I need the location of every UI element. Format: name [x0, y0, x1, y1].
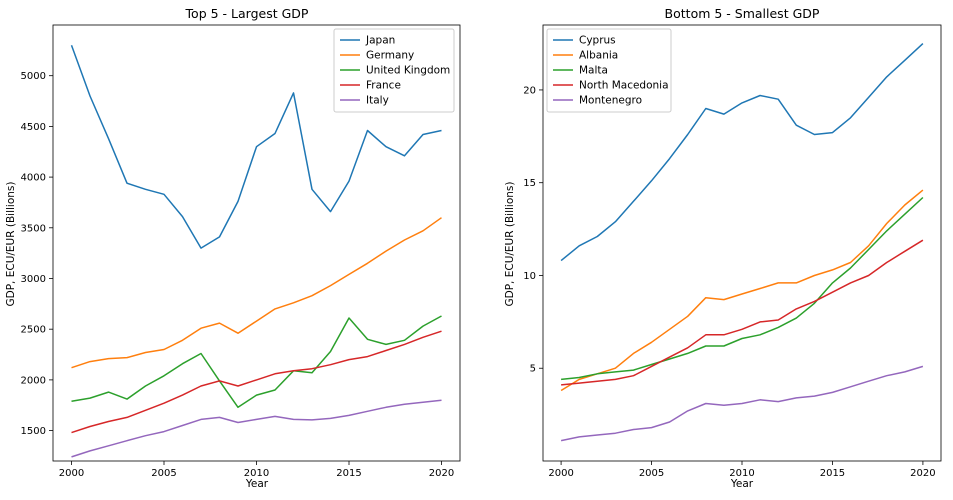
y-tick-label: 15	[523, 178, 536, 189]
x-axis-label: Year	[730, 478, 754, 490]
legend-label: Albania	[579, 50, 618, 62]
x-tick-label: 2005	[151, 468, 176, 479]
x-tick-label: 2005	[639, 468, 664, 479]
y-tick-label: 10	[523, 271, 536, 282]
legend-label: Malta	[579, 65, 608, 77]
chart-title: Bottom 5 - Smallest GDP	[665, 6, 820, 21]
y-tick-label: 3500	[21, 223, 46, 234]
series-line-france	[71, 330, 442, 434]
legend-box	[546, 28, 672, 113]
series-line-united-kingdom	[71, 315, 442, 409]
y-axis-label: GDP, ECU/EUR (Billions)	[5, 182, 17, 307]
x-axis-label: Year	[245, 478, 269, 490]
x-tick-label: 2000	[548, 468, 573, 479]
chart-panel-largest-gdp: Top 5 - Largest GDP Year GDP, ECU/EUR (B…	[5, 6, 461, 490]
series-line-albania	[560, 189, 924, 392]
series-line-cyprus	[560, 43, 924, 262]
legend-label: Japan	[365, 35, 395, 47]
series-line-italy	[71, 399, 442, 458]
legend-label: Cyprus	[579, 35, 616, 47]
series-line-germany	[71, 217, 442, 369]
legend: Japan Germany United Kingdom France Italy	[333, 28, 455, 113]
legend-label: North Macedonia	[579, 80, 669, 92]
y-tick-label: 4500	[21, 122, 46, 133]
y-tick-label: 3000	[21, 274, 46, 285]
legend-label: Montenegro	[579, 95, 642, 107]
legend: Cyprus Albania Malta North Macedonia Montene…	[546, 28, 672, 113]
chart-title: Top 5 - Largest GDP	[185, 6, 309, 21]
legend-label: Germany	[366, 50, 414, 62]
x-tick-label: 2010	[244, 468, 269, 479]
series-line-japan	[70, 45, 442, 249]
y-tick-label: 5000	[21, 71, 46, 82]
y-tick-label: 2000	[21, 375, 46, 386]
y-tick-label: 5	[530, 364, 536, 375]
y-tick-label: 2500	[21, 325, 46, 336]
y-tick-label: 20	[523, 85, 536, 96]
series-line-north-macedonia	[561, 239, 924, 386]
chart-panel-smallest-gdp: Bottom 5 - Smallest GDP Year GDP, ECU/EU…	[504, 6, 942, 490]
series-line-montenegro	[560, 365, 924, 442]
series-line-malta	[561, 196, 924, 381]
x-tick-label: 2020	[910, 468, 935, 479]
legend-box	[333, 28, 455, 113]
x-tick-label: 2010	[729, 468, 754, 479]
x-tick-label: 2015	[336, 468, 361, 479]
y-tick-label: 4000	[21, 173, 46, 184]
x-tick-label: 2015	[820, 468, 845, 479]
legend-label: United Kingdom	[366, 65, 450, 77]
x-tick-label: 2000	[59, 468, 84, 479]
legend-label: France	[366, 80, 401, 92]
x-tick-label: 2020	[429, 468, 454, 479]
y-tick-label: 1500	[21, 426, 46, 437]
y-axis-label: GDP, ECU/EUR (Billions)	[504, 182, 516, 307]
legend-label: Italy	[366, 95, 389, 107]
